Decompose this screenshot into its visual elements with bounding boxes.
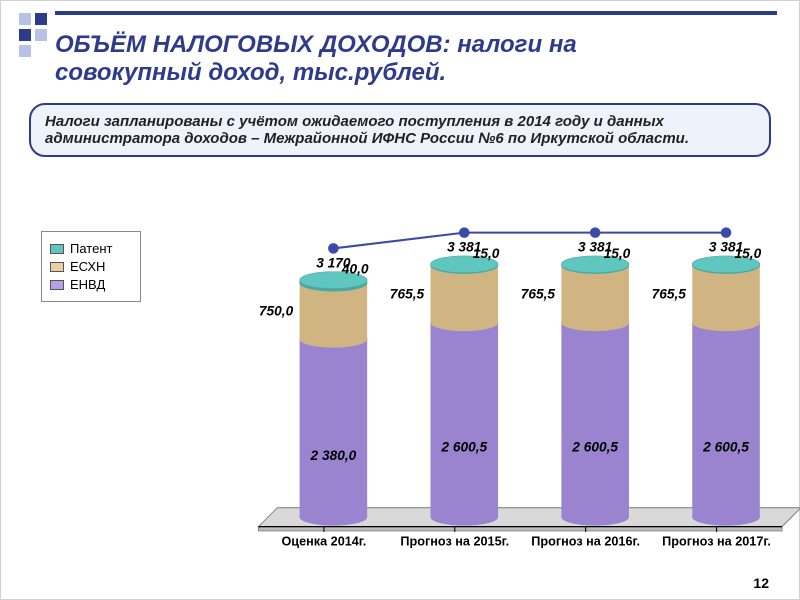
page-number: 12 bbox=[753, 575, 769, 591]
title-line-2-tail: тыс.рублей. bbox=[286, 59, 446, 86]
svg-text:Оценка 2014г.: Оценка 2014г. bbox=[281, 535, 366, 549]
title-line-2-strong: совокупный доход, bbox=[55, 59, 286, 86]
svg-text:750,0: 750,0 bbox=[259, 303, 294, 318]
svg-text:765,5: 765,5 bbox=[521, 286, 556, 301]
chart-svg: 2 380,0750,040,0Оценка 2014г.2 600,5765,… bbox=[171, 191, 800, 571]
chart-area: Патент ЕСХН ЕНВД 2 380,0750,040,0Оценка … bbox=[41, 191, 769, 571]
title-line-1: ОБЪЁМ НАЛОГОВЫХ ДОХОДОВ: налоги на bbox=[55, 31, 777, 59]
svg-text:2 600,5: 2 600,5 bbox=[571, 440, 618, 455]
svg-text:3 381: 3 381 bbox=[709, 240, 743, 255]
legend-label-patent: Патент bbox=[70, 241, 112, 256]
svg-text:2 380,0: 2 380,0 bbox=[309, 448, 356, 463]
decorative-squares bbox=[19, 13, 47, 57]
header-rule bbox=[55, 11, 777, 15]
info-text: Налоги запланированы с учётом ожидаемого… bbox=[45, 113, 689, 147]
legend-item-eshn: ЕСХН bbox=[50, 259, 132, 274]
legend-label-eshn: ЕСХН bbox=[70, 259, 105, 274]
legend-label-envd: ЕНВД bbox=[70, 277, 105, 292]
svg-text:Прогноз на 2017г.: Прогноз на 2017г. bbox=[662, 535, 771, 549]
legend-item-envd: ЕНВД bbox=[50, 277, 132, 292]
svg-text:Прогноз на 2015г.: Прогноз на 2015г. bbox=[400, 535, 509, 549]
legend: Патент ЕСХН ЕНВД bbox=[41, 231, 141, 302]
swatch-envd bbox=[50, 280, 64, 290]
svg-text:765,5: 765,5 bbox=[652, 286, 687, 301]
slide: ОБЪЁМ НАЛОГОВЫХ ДОХОДОВ: налоги на совок… bbox=[0, 0, 800, 600]
svg-text:2 600,5: 2 600,5 bbox=[702, 440, 749, 455]
svg-text:3 170: 3 170 bbox=[316, 255, 351, 270]
svg-text:3 381: 3 381 bbox=[578, 240, 612, 255]
info-box: Налоги запланированы с учётом ожидаемого… bbox=[29, 103, 771, 157]
swatch-eshn bbox=[50, 262, 64, 272]
svg-text:3 381: 3 381 bbox=[447, 240, 481, 255]
svg-text:Прогноз на 2016г.: Прогноз на 2016г. bbox=[531, 535, 640, 549]
title-block: ОБЪЁМ НАЛОГОВЫХ ДОХОДОВ: налоги на совок… bbox=[55, 31, 777, 86]
svg-text:765,5: 765,5 bbox=[390, 286, 425, 301]
svg-text:2 600,5: 2 600,5 bbox=[440, 440, 487, 455]
swatch-patent bbox=[50, 244, 64, 254]
legend-item-patent: Патент bbox=[50, 241, 132, 256]
